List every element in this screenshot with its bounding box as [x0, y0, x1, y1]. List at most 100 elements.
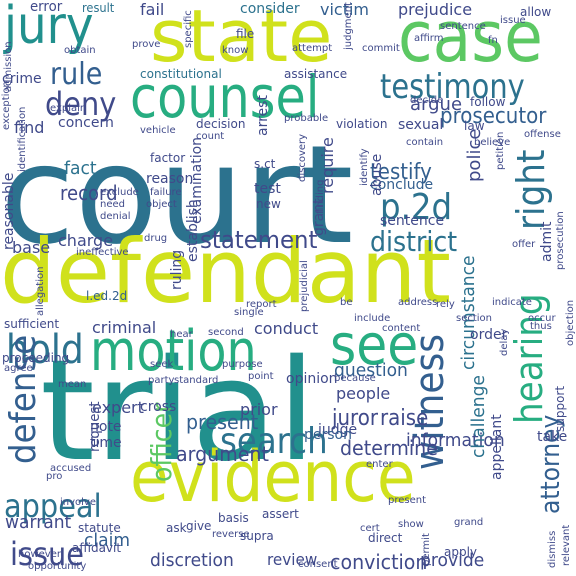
word-reverse: reverse [212, 529, 250, 540]
word-exception: exception [1, 81, 12, 130]
word-right: right [509, 149, 553, 230]
word-commit: commit [362, 43, 400, 54]
word-people: people [336, 384, 391, 403]
word-issue: issue [10, 535, 84, 573]
word-appeal: appeal [4, 487, 102, 525]
word-arrest: arrest [255, 95, 271, 136]
word-second: second [208, 327, 244, 338]
word-affirm: affirm [414, 33, 444, 44]
word-permit: permit [421, 533, 432, 566]
word-determine: determine [340, 436, 438, 460]
word-sexual: sexual [398, 117, 444, 133]
word-expert: expert [92, 398, 144, 417]
word-occur: occur [528, 313, 556, 324]
word-identify: identify [359, 148, 370, 186]
word-drug: drug [144, 233, 168, 244]
word-discovery: discovery [297, 133, 308, 182]
word-question: question [334, 360, 408, 381]
word-order: order [470, 327, 508, 343]
word-result: result [82, 1, 115, 15]
word-rule: rule [50, 57, 103, 92]
word-however: however [18, 549, 61, 560]
word-denial: denial [100, 211, 131, 222]
word-probable: probable [284, 113, 329, 124]
word-crime: crime [2, 71, 42, 87]
word-case: case [398, 0, 543, 78]
word-be: be [340, 297, 353, 308]
word-argument: argument [176, 442, 269, 466]
word-report: report [246, 299, 277, 310]
word-argue: argue [410, 94, 463, 115]
word-offense: offense [524, 129, 561, 140]
word-obtain: obtain [64, 45, 96, 56]
word-juror: juror [332, 406, 379, 431]
word-raise: raise [380, 406, 429, 431]
word-prejudice: prejudice [398, 0, 473, 19]
word-person: person [304, 427, 352, 443]
word-petition: petition [495, 131, 506, 170]
word-admit: admit [539, 221, 555, 262]
word-dismiss: dismiss [547, 530, 558, 568]
word-enter: enter [366, 459, 393, 470]
word-reasonable: reasonable [1, 172, 17, 250]
word-seek: seek [150, 359, 174, 370]
word-exclude: exclude [100, 187, 139, 198]
word-time: time [90, 435, 122, 451]
word-deny: deny [45, 85, 117, 123]
word-information: information [406, 430, 505, 451]
word-direct: direct [368, 531, 403, 545]
word-conclude: conclude [370, 177, 434, 193]
word-conduct: conduct [254, 319, 319, 338]
word-assert: assert [262, 507, 299, 521]
word-follow: follow [470, 95, 506, 109]
word-court: court [0, 117, 354, 275]
word-include: include [354, 313, 391, 324]
word-need: need [100, 199, 125, 210]
word-object: object [146, 199, 177, 210]
word-hear: hear [170, 329, 193, 340]
word-appellant: appellant [489, 414, 505, 480]
word-file: file [236, 27, 255, 41]
word-identification: identification [17, 106, 28, 172]
word-fact: fact [64, 158, 97, 179]
word-failure: failure [150, 187, 182, 198]
word-supra: supra [240, 529, 274, 543]
word-jury: jury [4, 0, 94, 56]
word-s-ct: s.ct [254, 157, 276, 171]
word-concern: concern [58, 115, 114, 131]
word-affidavit: affidavit [72, 541, 122, 555]
word-issue: issue [500, 15, 526, 26]
word-present: present [388, 495, 427, 506]
word-record: record [60, 181, 118, 205]
word-ineffective: ineffective [76, 247, 129, 258]
word-accused: accused [50, 463, 92, 474]
word-note: note [90, 419, 122, 435]
word-offer: offer [512, 239, 536, 250]
word-rely: rely [436, 299, 455, 310]
word-delay: delay [499, 328, 510, 356]
word-finding: finding [315, 179, 326, 214]
word-ruling: ruling [169, 249, 185, 290]
word-fail: fail [140, 0, 165, 19]
word-abuse: abuse [369, 153, 385, 196]
word-single: single [234, 307, 264, 318]
word-prejudicial: prejudicial [299, 260, 310, 312]
word-provide: provide [420, 550, 485, 571]
word-claim: claim [84, 530, 131, 551]
word-sentence: sentence [380, 213, 445, 229]
word-content: content [382, 323, 421, 334]
word-cross: cross [140, 399, 177, 415]
word-search: search [220, 421, 328, 462]
word-believe: believe [474, 137, 511, 148]
word-mean: mean [58, 379, 87, 390]
word-consider: consider [240, 1, 300, 17]
word-factor: factor [150, 151, 186, 165]
word-allegation: allegation [35, 266, 46, 316]
word-allow: allow [520, 5, 552, 19]
word-discretion: discretion [150, 550, 234, 571]
word-explain: explain [50, 103, 87, 114]
word-establish: establish [185, 199, 201, 262]
word-address: address [398, 297, 438, 308]
word-charge: charge [58, 231, 114, 250]
word-defendant: defendant [0, 220, 451, 323]
